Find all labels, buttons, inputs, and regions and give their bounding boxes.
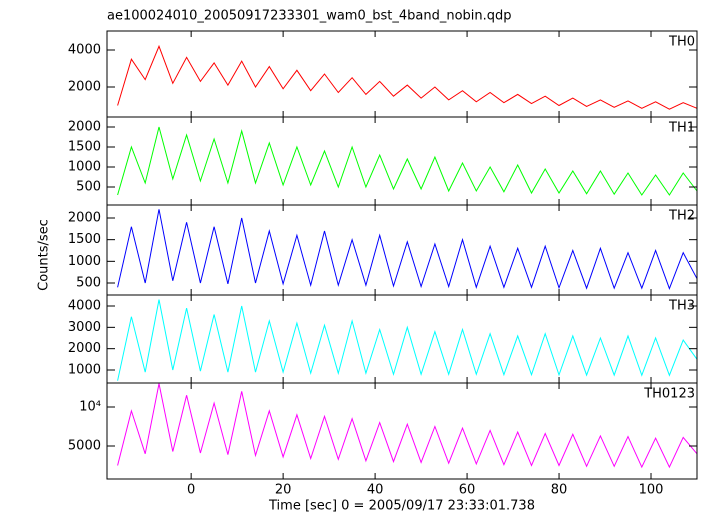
x-axis-label: Time [sec] 0 = 2005/09/17 23:33:01.738 [268, 499, 535, 514]
x-tick-label: 80 [551, 483, 568, 498]
light-curve [117, 383, 698, 469]
light-curve [117, 299, 698, 381]
light-curve [117, 126, 698, 196]
panel-label: TH2 [668, 209, 695, 224]
y-tick-label: 1500 [68, 140, 101, 155]
x-tick-label: 0 [187, 483, 195, 498]
y-tick-label: 2000 [68, 120, 101, 135]
y-tick-label: 10⁴ [79, 400, 101, 415]
y-tick-label: 2000 [68, 79, 101, 94]
panel-label: TH1 [668, 121, 695, 136]
y-tick-label: 1000 [68, 160, 101, 175]
x-tick-label: 20 [275, 483, 292, 498]
y-tick-label: 4000 [68, 42, 101, 57]
panel-label: TH3 [668, 299, 695, 314]
y-tick-label: 2000 [68, 210, 101, 225]
x-tick-label: 100 [639, 483, 664, 498]
x-tick-label: 60 [459, 483, 476, 498]
panel-frame [106, 116, 698, 206]
panel-frame [106, 294, 698, 384]
y-tick-label: 2000 [68, 341, 101, 356]
x-tick-label: 40 [367, 483, 384, 498]
panel-frame [106, 204, 698, 296]
light-curve [117, 44, 698, 110]
y-axis-label: Counts/sec [37, 219, 52, 291]
chart-title: ae100024010_20050917233301_wam0_bst_4ban… [107, 9, 512, 24]
panel-label: TH0 [668, 35, 695, 50]
y-tick-label: 1500 [68, 232, 101, 247]
y-tick-label: 1000 [68, 254, 101, 269]
y-tick-label: 5000 [68, 438, 101, 453]
y-tick-label: 1000 [68, 363, 101, 378]
y-tick-label: 500 [76, 180, 101, 195]
y-tick-label: 4000 [68, 299, 101, 314]
panel-frame [106, 382, 698, 480]
y-tick-label: 3000 [68, 320, 101, 335]
light-curve [117, 209, 698, 291]
y-tick-label: 500 [76, 275, 101, 290]
panel-label: TH0123 [643, 387, 695, 402]
